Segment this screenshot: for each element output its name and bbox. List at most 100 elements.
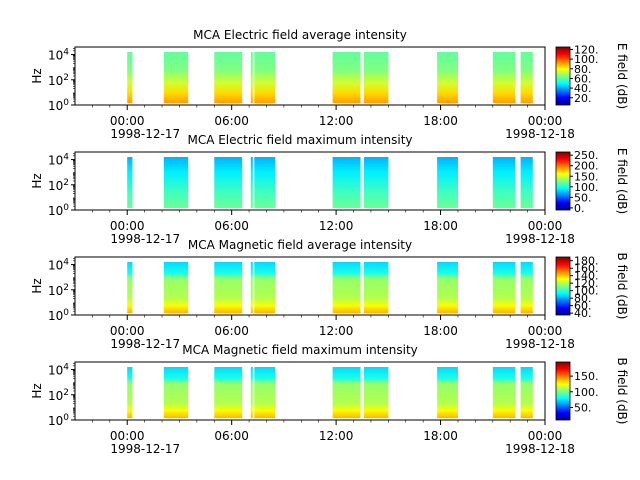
y-tick-label: 104 xyxy=(48,363,69,378)
colorbar-tick-label: 0. xyxy=(574,202,585,215)
y-tick-label: 102 xyxy=(48,178,69,193)
spectrogram-block xyxy=(364,367,389,419)
panel-2: MCA Electric field maximum intensity Hz 10… xyxy=(30,133,629,246)
colorbar-tick-label: 180. xyxy=(574,255,599,268)
x-tick-label: 12:00 xyxy=(319,324,354,338)
spectrogram-blocks xyxy=(127,262,533,314)
x-tick-label: 00:00 xyxy=(110,114,145,128)
colorbar-scale xyxy=(555,46,571,106)
x-tick-label: 00:00 xyxy=(528,429,563,443)
colorbar-label: E field (dB) xyxy=(615,148,629,214)
y-tick-label: 102 xyxy=(48,73,69,88)
x-tick-label: 00:00 xyxy=(528,324,563,338)
spectrogram-block xyxy=(214,52,243,104)
spectrogram-block xyxy=(364,52,389,104)
panel-title: MCA Electric field average intensity xyxy=(193,28,407,42)
x-tick-label: 18:00 xyxy=(423,219,458,233)
spectrogram-block xyxy=(127,157,133,209)
y-tick-label: 104 xyxy=(48,153,69,168)
y-tick-label: 100 xyxy=(48,308,69,323)
colorbar-tick-label: 200. xyxy=(574,160,599,173)
y-tick-label: 102 xyxy=(48,388,69,403)
panel-3: MCA Magnetic field average intensity Hz 10… xyxy=(30,238,629,351)
colorbar-tick-label: 150. xyxy=(574,170,599,183)
colorbar-tick-label: 60. xyxy=(574,72,592,85)
x-tick-label: 06:00 xyxy=(214,219,249,233)
panel-title: MCA Magnetic field average intensity xyxy=(188,238,412,252)
x-date-label: 1998-12-17 xyxy=(110,337,180,351)
colorbar-tick-label: 250. xyxy=(574,149,599,162)
x-tick-label: 06:00 xyxy=(214,324,249,338)
spectrogram-block xyxy=(520,52,533,104)
colorbar-tick-label: 50. xyxy=(574,401,592,414)
spectrogram-block xyxy=(250,262,253,314)
spectrogram-block xyxy=(492,52,516,104)
spectrogram-block xyxy=(492,262,516,314)
spectrogram-block xyxy=(250,52,253,104)
colorbar: 180.160.140.120.100.80.60.40. B field (dB… xyxy=(555,253,629,320)
colorbar-tick-label: 50. xyxy=(574,191,592,204)
colorbar-tick-label: 120. xyxy=(574,277,599,290)
spectrogram-block xyxy=(254,157,276,209)
colorbar-label: B field (dB) xyxy=(615,253,629,320)
spectrogram-block xyxy=(254,367,276,419)
colorbar-tick-label: 140. xyxy=(574,270,599,283)
spectrogram-block xyxy=(332,52,361,104)
colorbar-tick-label: 100. xyxy=(574,181,599,194)
colorbar-scale xyxy=(555,361,571,421)
x-tick-label: 00:00 xyxy=(528,114,563,128)
x-tick-label: 18:00 xyxy=(423,324,458,338)
colorbar-tick-label: 60. xyxy=(574,300,592,313)
spectrogram-block xyxy=(214,262,243,314)
spectrogram-block xyxy=(437,157,458,209)
x-date-label: 1998-12-18 xyxy=(505,232,575,246)
colorbar-scale xyxy=(555,151,571,211)
colorbar-scale xyxy=(555,256,571,316)
colorbar-tick-label: 160. xyxy=(574,262,599,275)
x-tick-label: 06:00 xyxy=(214,429,249,443)
spectrogram-block xyxy=(364,157,389,209)
x-date-label: 1998-12-18 xyxy=(505,127,575,141)
colorbar: 120.100.80.60.40.20. E field (dB) xyxy=(555,43,629,109)
axes-frame xyxy=(74,46,546,106)
y-axis-label: Hz xyxy=(30,278,44,293)
spectrogram-block xyxy=(254,52,276,104)
x-tick-label: 12:00 xyxy=(319,429,354,443)
spectrogram-block xyxy=(214,157,243,209)
panel-4: MCA Magnetic field maximum intensity Hz 10… xyxy=(30,343,629,456)
spectrogram-block xyxy=(127,262,133,314)
y-tick-label: 104 xyxy=(48,258,69,273)
spectrogram-block xyxy=(520,157,533,209)
y-axis-label: Hz xyxy=(30,68,44,83)
axes-frame xyxy=(74,361,546,421)
spectrogram-blocks xyxy=(127,52,533,104)
y-tick-label: 100 xyxy=(48,98,69,113)
spectrogram-block xyxy=(163,52,189,104)
spectrogram-block xyxy=(163,157,189,209)
spectrogram-block xyxy=(364,262,389,314)
colorbar-tick-label: 100. xyxy=(574,386,599,399)
colorbar: 250.200.150.100.50.0. E field (dB) xyxy=(555,148,629,215)
spectrogram-block xyxy=(332,367,361,419)
x-date-label: 1998-12-17 xyxy=(110,127,180,141)
y-axis-label: Hz xyxy=(30,383,44,398)
x-date-label: 1998-12-18 xyxy=(505,442,575,456)
colorbar-tick-label: 120. xyxy=(574,43,599,56)
x-tick-label: 18:00 xyxy=(423,114,458,128)
colorbar-label: B field (dB) xyxy=(615,358,629,425)
x-tick-label: 00:00 xyxy=(110,324,145,338)
spectrogram-block xyxy=(492,367,516,419)
spectrogram-block xyxy=(437,367,458,419)
spectrogram-block xyxy=(332,157,361,209)
colorbar-tick-label: 80. xyxy=(574,292,592,305)
colorbar-tick-label: 150. xyxy=(574,370,599,383)
colorbar-tick-label: 20. xyxy=(574,92,592,105)
axes-frame xyxy=(74,151,546,211)
x-tick-label: 12:00 xyxy=(319,219,354,233)
spectrogram-block xyxy=(332,262,361,314)
x-date-label: 1998-12-17 xyxy=(110,442,180,456)
panel-1: MCA Electric field average intensity Hz 10… xyxy=(30,28,629,141)
spectrogram-block xyxy=(492,157,516,209)
colorbar-tick-label: 40. xyxy=(574,307,592,320)
